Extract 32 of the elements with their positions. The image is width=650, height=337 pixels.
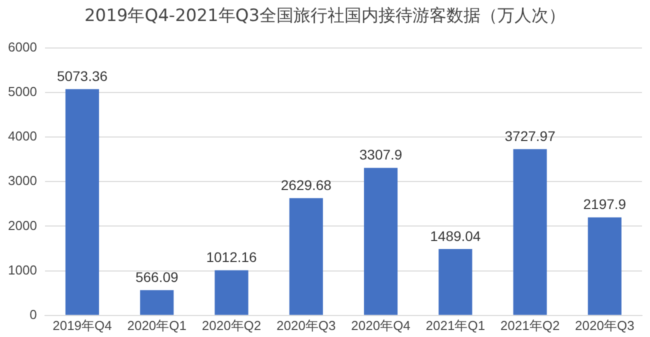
y-tick-label: 4000 bbox=[8, 128, 37, 144]
x-tick-label: 2020年Q2 bbox=[202, 318, 262, 333]
y-tick-label: 1000 bbox=[8, 262, 37, 278]
data-label: 1489.04 bbox=[430, 228, 481, 244]
y-tick-label: 2000 bbox=[8, 218, 37, 233]
bar bbox=[140, 290, 174, 315]
data-label: 2197.9 bbox=[583, 196, 626, 212]
data-label: 1012.16 bbox=[206, 249, 258, 266]
bar bbox=[364, 168, 398, 315]
bar bbox=[289, 198, 323, 315]
data-label: 2629.68 bbox=[280, 176, 332, 193]
data-label: 3727.97 bbox=[504, 128, 556, 144]
y-tick-label: 3000 bbox=[8, 173, 37, 188]
bar bbox=[438, 248, 472, 315]
bar bbox=[588, 217, 622, 315]
x-tick-label: 2020年Q4 bbox=[351, 318, 410, 333]
x-tick-label: 2021年Q2 bbox=[500, 318, 560, 333]
y-tick-label: 0 bbox=[30, 306, 37, 322]
data-label: 5073.36 bbox=[56, 68, 108, 84]
bar bbox=[513, 149, 547, 315]
x-tick-label: 2020年Q3 bbox=[276, 318, 336, 333]
x-tick-label: 2020年Q1 bbox=[127, 318, 187, 333]
y-tick-label: 5000 bbox=[8, 84, 37, 99]
chart-title: 2019年Q4-2021年Q3全国旅行社国内接待游客数据（万人次） bbox=[83, 5, 567, 27]
x-tick-label: 2019年Q4 bbox=[52, 318, 112, 333]
y-tick-label: 6000 bbox=[8, 39, 37, 54]
x-tick-label: 2020年Q3 bbox=[575, 318, 634, 333]
bar bbox=[65, 89, 100, 315]
bar bbox=[214, 270, 248, 315]
x-tick-label: 2021年Q1 bbox=[426, 318, 486, 333]
data-label: 566.09 bbox=[135, 269, 178, 286]
data-label: 3307.9 bbox=[359, 146, 402, 163]
